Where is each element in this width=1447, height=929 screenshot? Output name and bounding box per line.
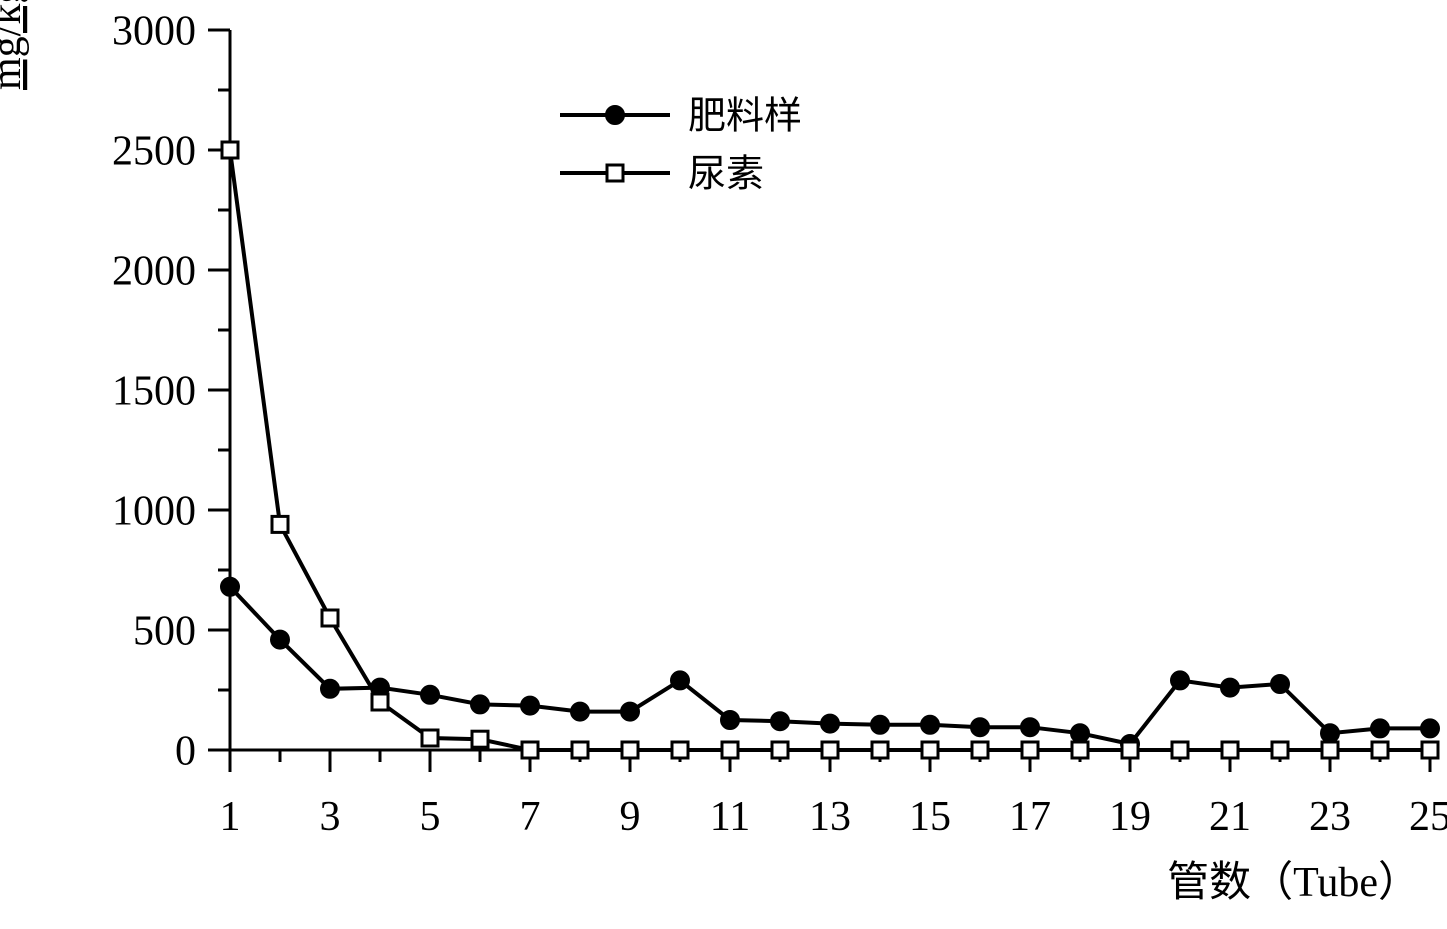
marker-circle	[921, 716, 939, 734]
x-tick-label: 11	[710, 794, 750, 840]
marker-square	[322, 610, 338, 626]
marker-square	[1072, 742, 1088, 758]
marker-square	[1122, 742, 1138, 758]
marker-square	[1022, 742, 1038, 758]
marker-circle	[421, 686, 439, 704]
marker-square	[572, 742, 588, 758]
y-axis-label: mg/kg	[0, 0, 30, 90]
legend-label: 尿素	[688, 153, 764, 195]
y-tick-label: 0	[175, 729, 196, 775]
x-tick-label: 7	[520, 794, 541, 840]
marker-square	[1372, 742, 1388, 758]
marker-square	[722, 742, 738, 758]
marker-circle	[1171, 671, 1189, 689]
marker-circle	[1221, 679, 1239, 697]
marker-circle	[721, 711, 739, 729]
marker-circle	[1021, 718, 1039, 736]
marker-circle	[1271, 675, 1289, 693]
marker-square	[1172, 742, 1188, 758]
marker-circle	[621, 703, 639, 721]
marker-square	[472, 731, 488, 747]
marker-circle	[471, 695, 489, 713]
marker-square	[972, 742, 988, 758]
marker-circle	[871, 716, 889, 734]
marker-square	[272, 516, 288, 532]
x-tick-label: 5	[420, 794, 441, 840]
marker-square	[822, 742, 838, 758]
marker-square	[1272, 742, 1288, 758]
marker-circle	[521, 697, 539, 715]
y-tick-label: 2500	[112, 129, 196, 175]
marker-circle	[271, 631, 289, 649]
x-tick-label: 9	[620, 794, 641, 840]
legend-label: 肥料样	[688, 95, 802, 137]
y-tick-label: 1500	[112, 369, 196, 415]
marker-square	[372, 694, 388, 710]
y-tick-label: 2000	[112, 249, 196, 295]
series-line-1	[230, 150, 1430, 750]
x-tick-label: 13	[809, 794, 851, 840]
marker-square	[1222, 742, 1238, 758]
x-axis-label: 管数（Tube）	[1167, 860, 1420, 906]
x-tick-label: 19	[1109, 794, 1151, 840]
marker-circle	[971, 718, 989, 736]
marker-circle	[571, 703, 589, 721]
marker-circle	[321, 680, 339, 698]
x-tick-label: 23	[1309, 794, 1351, 840]
marker-circle	[1321, 724, 1339, 742]
marker-square	[672, 742, 688, 758]
marker-square	[522, 742, 538, 758]
chart-container: 0500100015002000250030001357911131517192…	[0, 0, 1447, 929]
marker-square	[772, 742, 788, 758]
legend-marker	[607, 165, 623, 181]
x-tick-label: 17	[1009, 794, 1051, 840]
y-tick-label: 3000	[112, 9, 196, 55]
y-tick-label: 500	[133, 609, 196, 655]
x-tick-label: 21	[1209, 794, 1251, 840]
marker-circle	[821, 715, 839, 733]
x-tick-label: 15	[909, 794, 951, 840]
marker-square	[1422, 742, 1438, 758]
marker-circle	[771, 712, 789, 730]
x-tick-label: 3	[320, 794, 341, 840]
line-chart: 0500100015002000250030001357911131517192…	[0, 0, 1447, 929]
marker-circle	[1071, 724, 1089, 742]
marker-square	[422, 730, 438, 746]
marker-square	[622, 742, 638, 758]
marker-circle	[671, 671, 689, 689]
legend-marker	[606, 106, 624, 124]
marker-square	[1322, 742, 1338, 758]
marker-circle	[1371, 719, 1389, 737]
y-tick-label: 1000	[112, 489, 196, 535]
x-tick-label: 1	[220, 794, 241, 840]
marker-circle	[1421, 719, 1439, 737]
x-tick-label: 25	[1409, 794, 1447, 840]
marker-square	[922, 742, 938, 758]
marker-square	[222, 142, 238, 158]
marker-circle	[221, 578, 239, 596]
marker-square	[872, 742, 888, 758]
